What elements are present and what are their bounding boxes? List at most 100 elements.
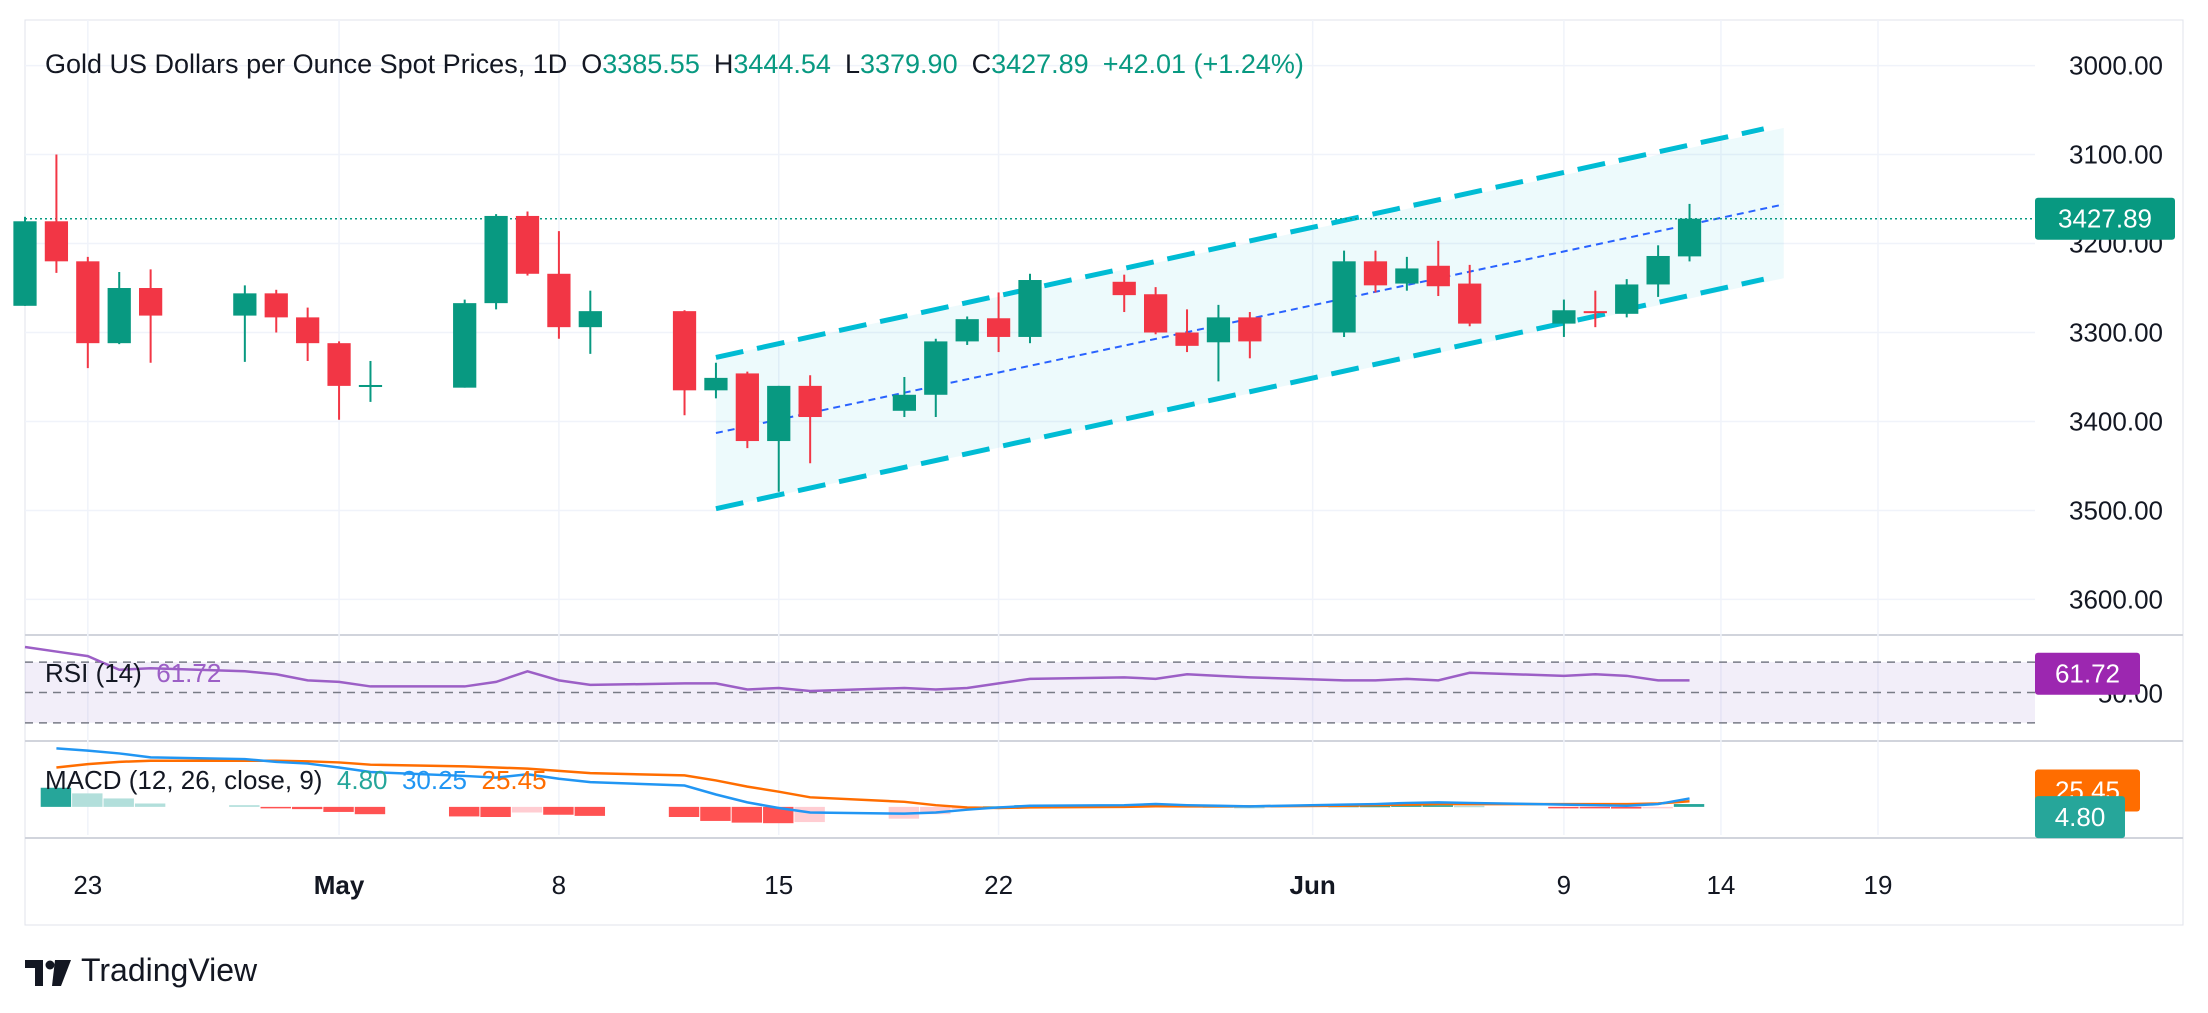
macd-legend: MACD (12, 26, close, 9) 4.80 30.25 25.45 bbox=[45, 762, 547, 798]
rsi-band bbox=[25, 662, 2035, 723]
date-tick-label: 23 bbox=[73, 870, 102, 900]
date-tick-label: 22 bbox=[984, 870, 1013, 900]
date-tick-label: 9 bbox=[1557, 870, 1571, 900]
rsi-value-badge-text: 61.72 bbox=[2055, 659, 2120, 689]
low-value: 3379.90 bbox=[859, 49, 958, 79]
change-value: +42.01 (+1.24%) bbox=[1102, 49, 1304, 79]
candle bbox=[1112, 274, 1136, 313]
candle-body bbox=[327, 343, 351, 386]
macd-histogram-bar bbox=[668, 806, 700, 817]
macd-histogram-bar bbox=[229, 805, 260, 807]
last-price-badge-box bbox=[2035, 197, 2175, 240]
macd-hist-value: 4.80 bbox=[336, 765, 388, 795]
candle bbox=[13, 216, 37, 306]
candle bbox=[1426, 240, 1450, 297]
candle-body bbox=[1426, 265, 1450, 287]
candle bbox=[1552, 299, 1576, 337]
candle-body bbox=[892, 394, 916, 411]
macd-histogram-bar bbox=[480, 806, 511, 817]
price-tick-label: 3600.00 bbox=[2069, 584, 2163, 614]
candle-body bbox=[547, 273, 571, 328]
macd-histogram-bar bbox=[1579, 806, 1611, 809]
candle bbox=[139, 269, 163, 363]
candle bbox=[453, 299, 477, 388]
candle bbox=[1646, 245, 1670, 297]
candle bbox=[44, 154, 69, 273]
macd-histogram-bar bbox=[700, 806, 731, 821]
candles bbox=[13, 154, 1702, 492]
candle-body bbox=[484, 215, 508, 304]
candle bbox=[735, 371, 759, 449]
last-price-badge-text: 3427.89 bbox=[2058, 204, 2152, 234]
macd-histogram-bar bbox=[134, 803, 166, 807]
candle bbox=[1332, 250, 1356, 337]
macd-histogram-bar bbox=[1548, 806, 1579, 809]
candle bbox=[233, 285, 257, 362]
channel-upper-line bbox=[715, 126, 1765, 360]
candle bbox=[484, 214, 508, 310]
candle-body bbox=[1112, 281, 1136, 296]
macd-histogram-bar bbox=[1422, 805, 1453, 807]
close-value: 3427.89 bbox=[991, 49, 1089, 79]
macd-pane bbox=[40, 747, 1705, 824]
rsi-legend: RSI (14) 61.72 bbox=[45, 655, 221, 691]
channel-lower-line bbox=[715, 276, 1765, 512]
candle-body bbox=[1175, 332, 1199, 346]
price-tick-label: 3000.00 bbox=[2069, 51, 2163, 81]
price-tick-label: 3300.00 bbox=[2069, 318, 2163, 348]
macd-histogram-bar bbox=[1453, 805, 1485, 808]
candle-body bbox=[76, 261, 100, 344]
candle-body bbox=[233, 293, 257, 316]
candle bbox=[515, 211, 540, 276]
macd-histogram-bar bbox=[1391, 805, 1422, 807]
macd-histogram-bar bbox=[1611, 806, 1642, 809]
macd-histogram-bar bbox=[794, 806, 825, 823]
high-value: 3444.54 bbox=[733, 49, 831, 79]
tradingview-brand[interactable]: TradingView bbox=[25, 948, 257, 992]
rsi-line bbox=[24, 645, 1690, 693]
macd-histogram-bar bbox=[40, 787, 72, 807]
candle-body bbox=[453, 303, 477, 388]
macd-histogram-bar bbox=[1359, 805, 1391, 808]
candle bbox=[1175, 309, 1199, 353]
macd-histogram-bar bbox=[1673, 804, 1705, 807]
rsi-value-badge: 61.72 bbox=[2035, 652, 2140, 695]
low-label: L bbox=[844, 49, 860, 79]
price-tick-label: 3500.00 bbox=[2069, 495, 2163, 525]
macd-histogram-bar bbox=[103, 798, 134, 807]
candle-body bbox=[1332, 261, 1356, 333]
candle-body bbox=[1458, 283, 1482, 324]
candle bbox=[704, 362, 728, 399]
candle-body bbox=[924, 341, 948, 395]
candle bbox=[1395, 256, 1419, 291]
candle-body bbox=[798, 385, 822, 418]
candle-body bbox=[1363, 261, 1388, 286]
candle-body bbox=[107, 288, 131, 344]
candle-body bbox=[1583, 311, 1607, 314]
candle bbox=[986, 292, 1011, 353]
macd-histogram-bar bbox=[291, 806, 323, 810]
tradingview-logo-icon bbox=[25, 959, 71, 986]
candle-body bbox=[1677, 218, 1702, 257]
last-price-badge: 3427.89 bbox=[2035, 197, 2175, 240]
macd-signal-value: 25.45 bbox=[481, 765, 547, 795]
candle bbox=[1583, 290, 1607, 328]
date-tick-label: 8 bbox=[552, 870, 566, 900]
candle-body bbox=[735, 373, 759, 442]
candle-body bbox=[704, 377, 728, 391]
candle-body bbox=[139, 288, 163, 316]
macd-histogram-bar bbox=[354, 806, 386, 815]
price-tick-label: 3400.00 bbox=[2069, 406, 2163, 436]
date-tick-label: Jun bbox=[1290, 870, 1336, 900]
candle-body bbox=[515, 215, 540, 274]
candle-body bbox=[1238, 317, 1262, 342]
candle bbox=[924, 338, 948, 418]
macd-label: MACD (12, 26, close, 9) bbox=[45, 765, 323, 795]
macd-histogram-bar bbox=[260, 806, 291, 809]
macd-hist-badge: 4.80 bbox=[2035, 796, 2125, 839]
chart-header: Gold US Dollars per Ounce Spot Prices, 1… bbox=[45, 44, 1304, 84]
candle-body bbox=[1395, 268, 1419, 284]
rsi-value: 61.72 bbox=[156, 658, 222, 688]
